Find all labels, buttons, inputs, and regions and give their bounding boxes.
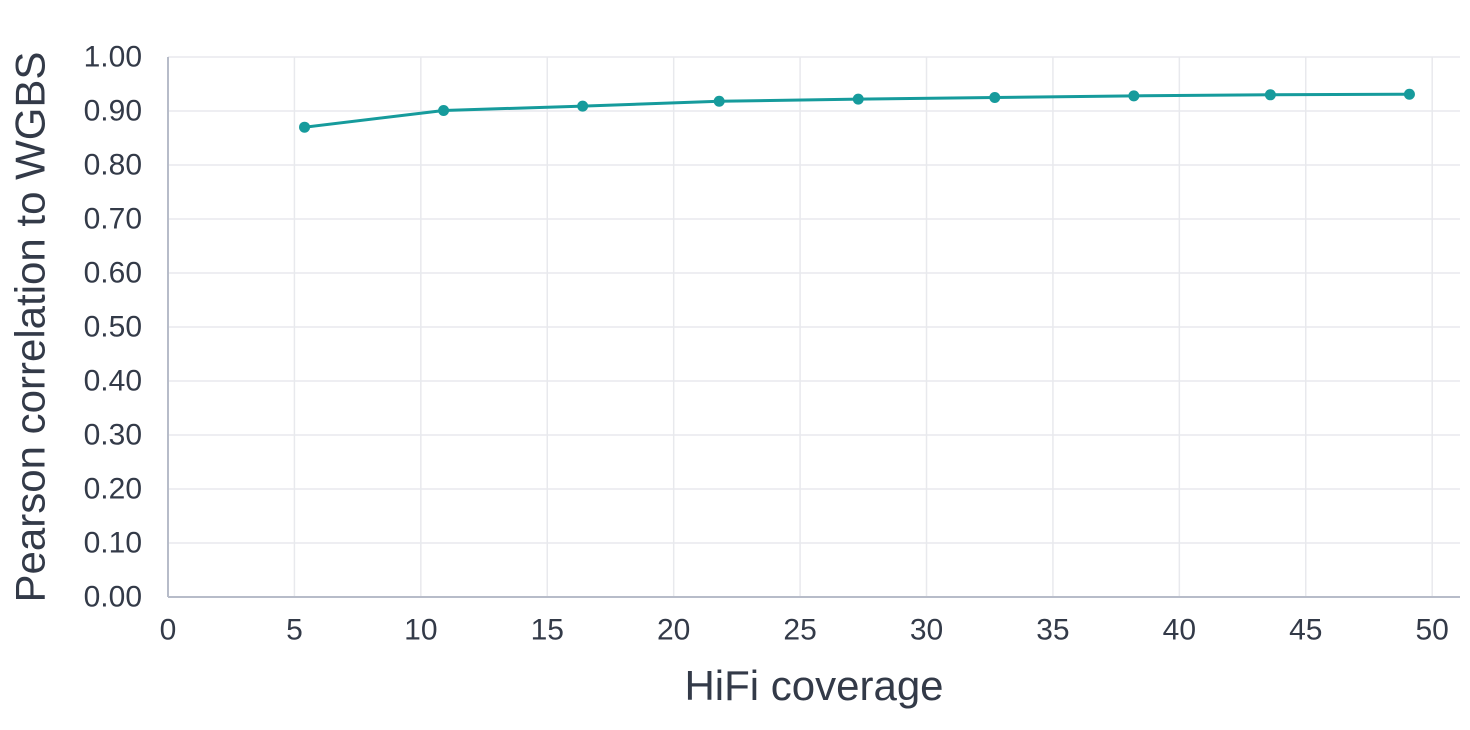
y-tick-label: 1.00 xyxy=(84,41,142,74)
data-point xyxy=(299,121,311,133)
tick-label-layer: 0 5 10 15 20 25 30 35 40 45 50 0.00 0.10 0.20 0.30 0.40… xyxy=(84,41,1449,647)
x-tick-label: 40 xyxy=(1163,614,1196,647)
y-tick-label: 0.30 xyxy=(84,419,142,452)
x-tick-label: 45 xyxy=(1289,614,1322,647)
data-series-layer xyxy=(299,88,1415,133)
x-tick-label: 10 xyxy=(404,614,437,647)
y-tick-label: 0.00 xyxy=(84,581,142,614)
data-point xyxy=(1403,88,1415,100)
data-point xyxy=(438,104,450,116)
data-point xyxy=(852,93,864,105)
x-tick-label: 30 xyxy=(910,614,943,647)
y-tick-label: 0.80 xyxy=(84,149,142,182)
y-tick-label: 0.50 xyxy=(84,311,142,344)
data-point xyxy=(989,92,1001,103)
axis-layer xyxy=(167,57,1460,598)
x-tick-label: 20 xyxy=(657,614,690,647)
grid-layer xyxy=(168,56,1460,597)
data-point xyxy=(1264,89,1276,101)
x-tick-label: 5 xyxy=(286,614,303,647)
x-tick-label: 50 xyxy=(1416,614,1449,647)
y-tick-label: 0.10 xyxy=(84,527,142,560)
y-axis-title: Pearson correlation to WGBS xyxy=(7,52,54,603)
x-tick-label: 25 xyxy=(783,614,816,647)
data-point xyxy=(1128,90,1140,102)
x-axis-title: HiFi coverage xyxy=(684,662,943,709)
y-tick-label: 0.20 xyxy=(84,473,142,506)
y-tick-label: 0.70 xyxy=(84,203,142,236)
y-tick-label: 0.60 xyxy=(84,257,142,290)
x-tick-label: 35 xyxy=(1036,614,1069,647)
x-tick-label: 0 xyxy=(160,614,177,647)
y-tick-label: 0.40 xyxy=(84,365,142,398)
y-tick-label: 0.90 xyxy=(84,95,142,128)
data-point xyxy=(577,100,589,112)
data-point xyxy=(713,95,725,107)
x-tick-label: 15 xyxy=(531,614,564,647)
